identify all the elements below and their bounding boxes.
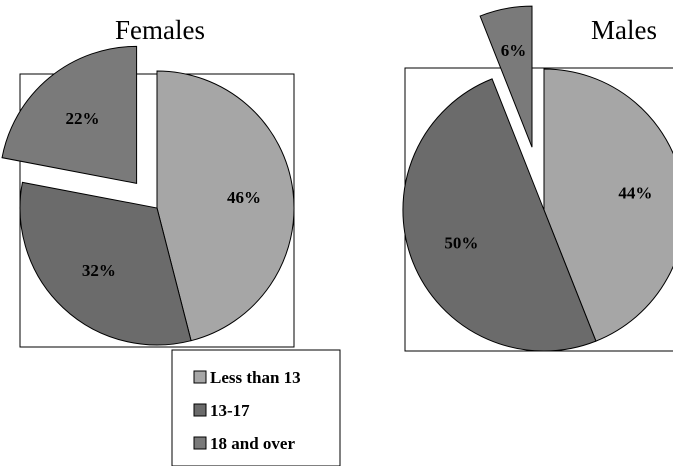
females-label-18-and-over: 22% — [66, 109, 100, 128]
females-pie: 46% 32% 22% — [1, 45, 295, 346]
legend-swatch-13-17 — [193, 403, 207, 417]
females-label-13-17: 32% — [82, 261, 116, 280]
females-title: Females — [115, 15, 205, 45]
legend-label-18-and-over: 18 and over — [210, 434, 295, 453]
females-slice-13-17 — [19, 181, 192, 346]
legend: Less than 13 13-17 18 and over — [171, 349, 341, 466]
legend-label-13-17: 13-17 — [210, 401, 250, 420]
males-label-less-than-13: 44% — [618, 184, 652, 203]
females-slice-18-and-over — [1, 45, 138, 184]
females-label-less-than-13: 46% — [227, 188, 261, 207]
legend-swatch-less-than-13 — [193, 370, 207, 384]
legend-swatch-18-and-over — [193, 436, 207, 450]
males-slice-18-and-over — [479, 5, 533, 148]
males-label-13-17: 50% — [444, 234, 478, 253]
males-title: Males — [591, 15, 657, 45]
females-slice-less-than-13 — [156, 70, 295, 342]
males-slice-less-than-13 — [543, 68, 673, 342]
males-slice-13-17 — [402, 78, 597, 352]
legend-label-less-than-13: Less than 13 — [210, 368, 301, 387]
males-pie: 44% 50% 6% — [402, 5, 673, 352]
males-label-18-and-over: 6% — [501, 41, 527, 60]
